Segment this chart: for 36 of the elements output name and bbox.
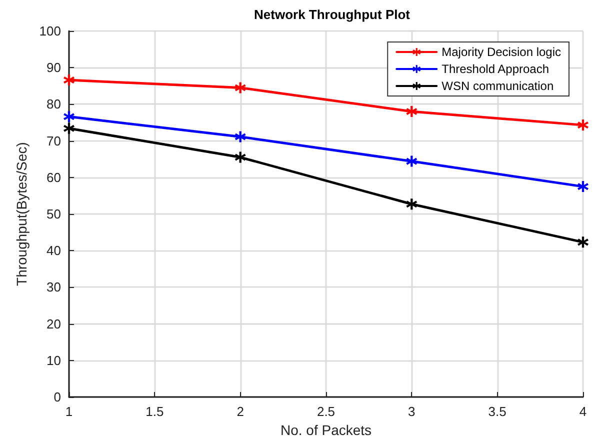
y-tick-label: 40 [46, 243, 61, 258]
legend-label: WSN communication [442, 79, 554, 93]
point [406, 106, 418, 118]
x-tick-label: 1 [65, 404, 73, 419]
x-tick-label: 2 [236, 404, 244, 419]
point [234, 131, 246, 142]
point [64, 74, 74, 86]
y-tick-label: 10 [46, 352, 61, 368]
y-tick-label: 60 [46, 170, 61, 185]
x-tick-label: 1.5 [146, 404, 164, 419]
y-tick-label: 90 [46, 60, 61, 76]
point [64, 111, 74, 122]
y-tick-label: 70 [46, 133, 61, 148]
chart-title: Network Throughput Plot [254, 7, 411, 22]
legend-label: Majority Decision logic [442, 45, 561, 59]
legend-label: Threshold Approach [442, 62, 550, 76]
y-tick-label: 0 [54, 390, 61, 404]
point [578, 236, 588, 248]
x-tick-label: 4 [579, 404, 587, 419]
y-tick-label: 20 [46, 316, 61, 332]
y-tick-label: 30 [46, 280, 61, 295]
x-tick-label: 2.5 [316, 404, 336, 419]
y-tick-label: 100 [39, 24, 61, 38]
point [406, 198, 418, 210]
point [578, 181, 588, 192]
point [406, 156, 418, 167]
point [234, 152, 246, 163]
y-tick-label: 50 [46, 206, 61, 222]
point [64, 122, 74, 134]
point [578, 120, 588, 131]
point [234, 82, 246, 94]
y-axis-title: Throughput(Bytes/Sec) [13, 142, 30, 286]
x-axis-title: No. of Packets [280, 422, 372, 438]
x-tick-label: 3.5 [488, 404, 506, 419]
y-tick-label: 80 [46, 96, 61, 112]
x-tick-label: 3 [408, 404, 416, 419]
